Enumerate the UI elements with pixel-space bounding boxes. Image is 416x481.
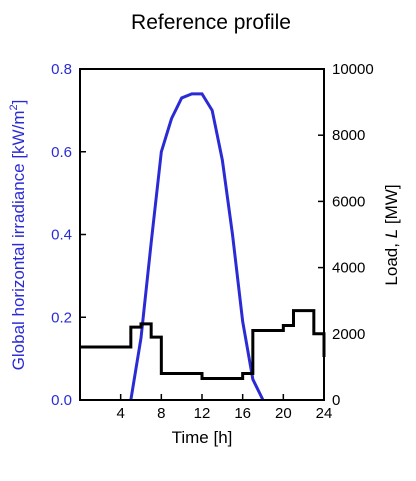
left-y-tick-label: 0.4 — [51, 227, 72, 244]
irradiance-series-line — [129, 92, 265, 401]
right-y-axis: 0 2000 4000 6000 8000 10000 — [318, 61, 374, 409]
x-tick-label: 4 — [116, 405, 124, 422]
x-tick-label: 12 — [194, 405, 211, 422]
plot-series — [80, 92, 326, 401]
right-y-tick-label: 6000 — [332, 193, 365, 210]
right-y-tick-label: 8000 — [332, 127, 365, 144]
x-axis-label: Time [h] — [172, 428, 233, 447]
right-y-label-end: [MW] — [382, 184, 401, 228]
right-y-tick-label: 2000 — [332, 326, 365, 343]
left-y-label-end: ] — [9, 100, 28, 105]
plot-frame — [79, 68, 325, 401]
left-y-tick-label: 0.2 — [51, 309, 72, 326]
left-y-label-main: Global horizontal irradiance [kW/m — [9, 111, 28, 371]
x-tick-label: 8 — [157, 405, 165, 422]
left-y-tick-label: 0.8 — [51, 61, 72, 78]
x-tick-label: 24 — [316, 405, 333, 422]
x-tick-label: 20 — [275, 405, 292, 422]
right-y-tick-label: 0 — [332, 392, 340, 409]
right-y-axis-label: Load, L [MW] — [382, 184, 401, 285]
x-axis: 4 8 12 16 20 24 — [116, 394, 332, 422]
right-y-tick-label: 4000 — [332, 260, 365, 277]
left-y-tick-label: 0.6 — [51, 144, 72, 161]
left-y-axis-label: Global horizontal irradiance [kW/m2] — [8, 100, 28, 371]
left-y-label-sup: 2 — [8, 104, 20, 110]
right-y-label-var: L — [382, 229, 401, 238]
right-y-label-main: Load, — [382, 238, 401, 285]
load-series-line — [80, 309, 326, 380]
x-tick-label: 16 — [234, 405, 251, 422]
chart-title: Reference profile — [131, 11, 291, 34]
left-y-axis: 0.0 0.2 0.4 0.6 0.8 — [51, 61, 86, 409]
right-y-tick-label: 10000 — [332, 61, 374, 78]
left-y-tick-label: 0.0 — [51, 392, 72, 409]
